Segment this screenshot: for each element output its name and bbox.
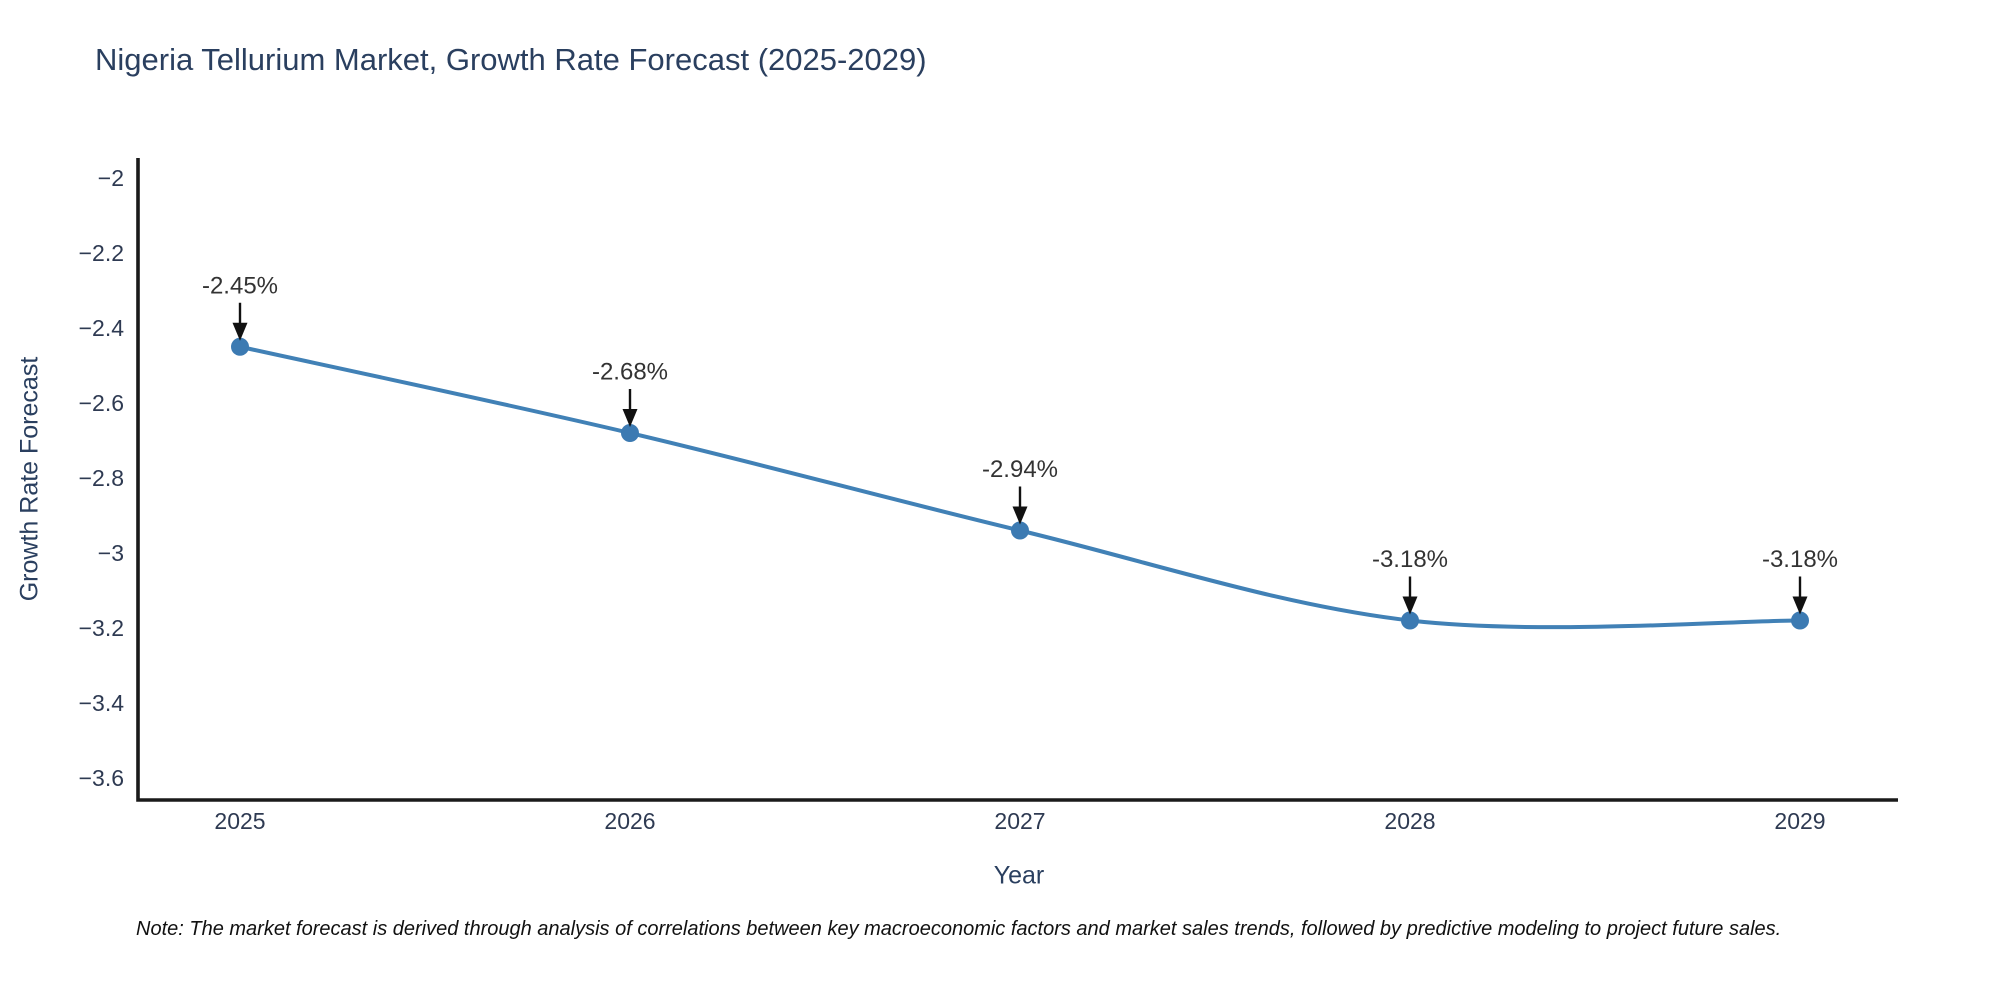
y-tick-label: −2.6 [79, 390, 124, 416]
annotation-arrowhead-icon [232, 322, 248, 341]
data-point-marker[interactable] [231, 337, 249, 356]
chart-title: Nigeria Tellurium Market, Growth Rate Fo… [95, 42, 927, 77]
annotation-arrowhead-icon [622, 409, 638, 427]
footnote: Note: The market forecast is derived thr… [136, 918, 1782, 940]
data-point-marker[interactable] [1011, 521, 1029, 540]
data-point-label: -2.94% [982, 456, 1058, 483]
y-tick-label: −2.8 [79, 465, 124, 491]
x-tick-label: 2025 [214, 808, 265, 834]
y-tick-label: −3.6 [79, 765, 124, 791]
annotation-arrowhead-icon [1012, 506, 1028, 525]
data-point-marker[interactable] [1401, 611, 1419, 630]
x-tick-label: 2026 [604, 808, 655, 834]
data-point-label: -3.18% [1762, 546, 1838, 573]
y-tick-label: −3.2 [79, 615, 124, 641]
x-tick-label: 2027 [994, 808, 1045, 834]
x-tick-label: 2028 [1384, 808, 1435, 834]
annotation-arrowhead-icon [1792, 596, 1808, 615]
y-tick-label: −2.2 [79, 240, 124, 266]
y-tick-label: −2.4 [79, 315, 125, 341]
data-point-label: -3.18% [1372, 546, 1448, 573]
x-tick-label: 2029 [1774, 808, 1825, 834]
axis-lines [136, 158, 1898, 802]
data-point-label: -2.68% [592, 359, 668, 386]
data-point-label: -2.45% [202, 272, 278, 299]
y-tick-label: −3 [98, 540, 124, 566]
y-tick-label: −2 [98, 165, 124, 191]
data-point-marker[interactable] [621, 424, 639, 442]
x-axis-title: Year [993, 861, 1045, 890]
annotation-arrowhead-icon [1402, 596, 1418, 615]
y-tick-label: −3.4 [79, 690, 125, 716]
data-point-marker[interactable] [1791, 611, 1809, 630]
